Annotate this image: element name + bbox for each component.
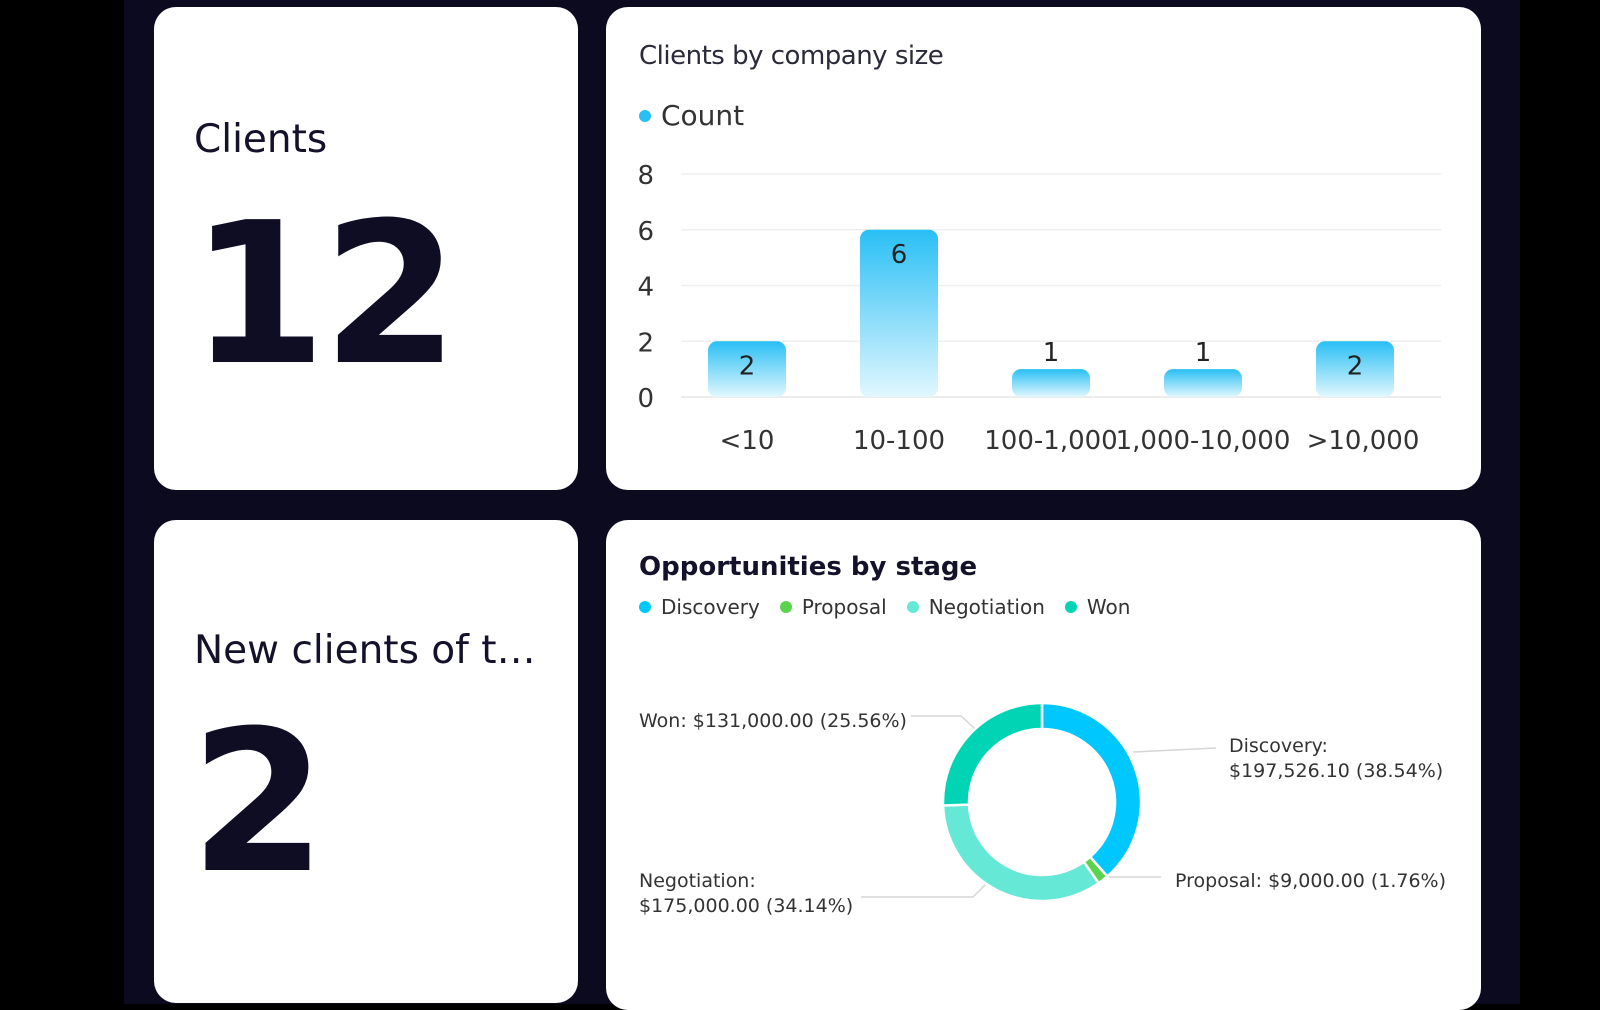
legend-item-discovery[interactable]: Discovery: [639, 595, 760, 619]
bar-value-label: 1: [1195, 338, 1212, 368]
legend-dot: [779, 601, 792, 613]
y-tick-label: 6: [637, 217, 654, 247]
slice-label-won: Won: $131,000.00 (25.56%): [639, 710, 907, 732]
chart-legend: Discovery Proposal Negotiation Won: [639, 595, 1150, 619]
leader-lines: [861, 715, 1217, 898]
slice-label-negotiation-name: Negotiation:: [639, 870, 756, 892]
kpi-value: 12: [190, 181, 459, 409]
kpi-label: Clients: [194, 117, 328, 162]
opportunities-by-stage-card[interactable]: Opportunities by stage Discovery Proposa…: [606, 520, 1481, 1010]
clients-by-company-size-card[interactable]: Clients by company size Count 0 2 4 6 8 2 <10 6…: [606, 7, 1481, 490]
x-tick-label: <10: [720, 426, 775, 456]
slice-label-proposal: Proposal: $9,000.00 (1.76%): [1175, 870, 1446, 892]
leader-line: [1132, 747, 1217, 753]
legend-label: Won: [1086, 595, 1131, 619]
clients-kpi-card[interactable]: Clients 12: [154, 7, 578, 490]
legend-item-negotiation[interactable]: Negotiation: [906, 595, 1045, 619]
bar[interactable]: [708, 341, 786, 397]
legend-item-won[interactable]: Won: [1064, 595, 1131, 619]
kpi-label: New clients of th…: [194, 628, 539, 673]
y-tick-label: 2: [637, 328, 654, 358]
slice-label-discovery-name: Discovery:: [1229, 735, 1328, 757]
donut-chart: Won: $131,000.00 (25.56%) Discovery: $19…: [639, 701, 1446, 917]
donut-slices: [941, 701, 1143, 903]
x-tick-label: 1,000-10,000: [1116, 426, 1291, 456]
bar[interactable]: [860, 229, 938, 397]
new-clients-kpi-card[interactable]: New clients of th… 2: [154, 520, 578, 1003]
legend-dot: [906, 601, 919, 613]
legend-dot: [639, 109, 651, 122]
bar-value-label: 1: [1043, 338, 1060, 368]
chart-title: Clients by company size: [639, 41, 944, 71]
donut-slice-discovery[interactable]: [1040, 701, 1143, 879]
x-tick-label: 10-100: [853, 426, 945, 456]
slice-label-discovery-value: $197,526.10 (38.54%): [1229, 760, 1443, 782]
slice-label-negotiation-value: $175,000.00 (34.14%): [639, 895, 853, 917]
leader-line: [861, 881, 989, 898]
legend-item-proposal[interactable]: Proposal: [779, 595, 887, 619]
bar[interactable]: [1164, 369, 1242, 397]
chart-title: Opportunities by stage: [639, 552, 978, 582]
bar-chart: 0 2 4 6 8 2 <10 6 10-100 1 100-1,000 1 1,000-10,000 2…: [637, 161, 1441, 456]
legend-dot: [1064, 601, 1077, 613]
bar[interactable]: [1012, 369, 1090, 397]
x-tick-label: >10,000: [1307, 426, 1420, 456]
chart-legend: Count: [639, 99, 764, 132]
y-tick-label: 0: [637, 384, 654, 414]
legend-label: Discovery: [661, 595, 760, 619]
legend-label: Negotiation: [928, 595, 1045, 619]
y-tick-label: 8: [637, 161, 654, 191]
bar-value-label: 2: [739, 351, 756, 381]
legend-dot: [639, 601, 651, 613]
bar[interactable]: [1316, 341, 1394, 397]
legend-label: Count: [661, 99, 745, 132]
kpi-value: 2: [190, 689, 326, 917]
y-tick-label: 4: [637, 273, 654, 303]
bar-value-label: 2: [1347, 351, 1364, 381]
bar-value-label: 6: [891, 240, 908, 270]
donut-slice-won[interactable]: [941, 701, 1044, 807]
x-tick-label: 100-1,000: [984, 426, 1117, 456]
donut-slice-negotiation[interactable]: [941, 803, 1101, 903]
legend-item-count[interactable]: Count: [639, 99, 744, 132]
legend-label: Proposal: [801, 595, 887, 619]
